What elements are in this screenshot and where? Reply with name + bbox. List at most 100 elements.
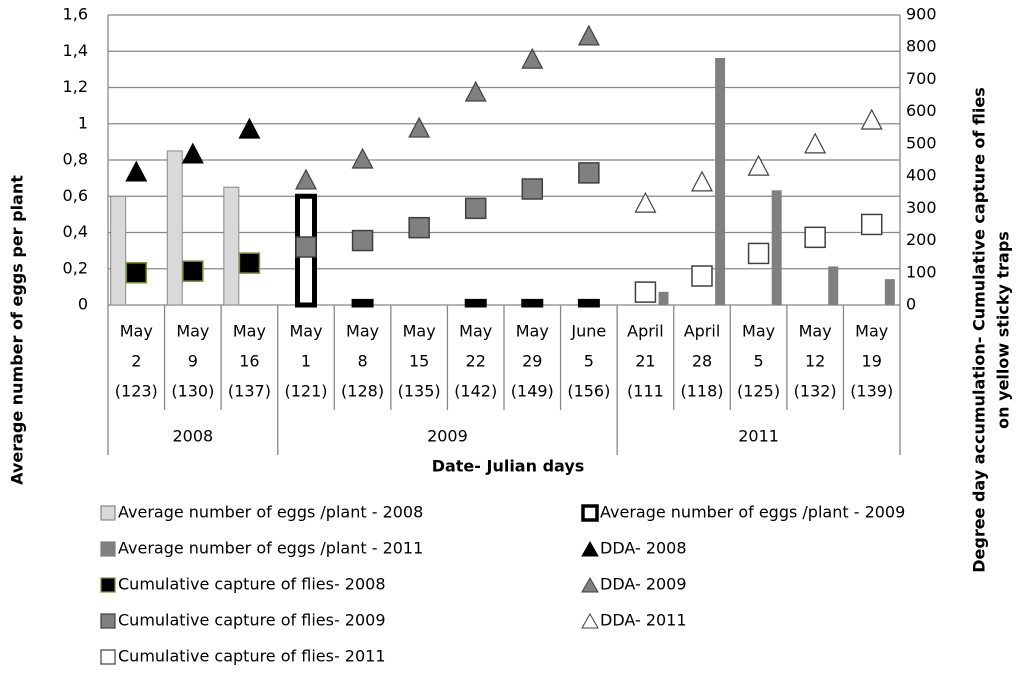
group-label: 2011	[738, 427, 779, 446]
legend-marker	[100, 577, 116, 593]
square-marker	[521, 178, 544, 200]
triangle-marker	[351, 147, 374, 169]
legend-label: Average number of eggs /plant - 2008	[118, 503, 423, 522]
y-tick-label: 1,4	[63, 41, 88, 60]
x-tick-label: May	[742, 322, 775, 341]
bar	[884, 279, 895, 306]
x-tick-label: May	[516, 322, 549, 341]
x-tick-label: April	[627, 322, 664, 341]
y-tick-label: 0	[78, 295, 88, 314]
x-tick-label: (135)	[398, 382, 441, 401]
x-tick-label: (156)	[567, 382, 610, 401]
y2-tick-label: 400	[906, 166, 937, 185]
triangle-marker	[860, 108, 883, 130]
x-tick-label: (118)	[680, 382, 723, 401]
y2-tick-label: 500	[906, 133, 937, 152]
x-tick-label: 8	[357, 352, 367, 371]
square-marker	[295, 236, 317, 258]
x-tick-label: 28	[692, 352, 712, 371]
square-marker	[464, 197, 487, 220]
x-tick-label: (130)	[171, 382, 214, 401]
y2-axis-title: Degree day accumulation- Cumulative capt…	[970, 87, 989, 573]
group-label: 2009	[427, 427, 468, 446]
legend-label: Average number of eggs /plant - 2011	[118, 539, 423, 558]
x-tick-label: (139)	[850, 382, 893, 401]
x-tick-label: May	[855, 322, 888, 341]
x-tick-label: 5	[584, 352, 594, 371]
square-marker	[182, 260, 204, 282]
y2-tick-label: 800	[906, 37, 937, 56]
triangle-marker	[295, 168, 317, 190]
triangle-marker	[577, 24, 600, 46]
x-tick-label: 19	[862, 352, 882, 371]
square-marker	[351, 229, 374, 252]
bar	[110, 195, 127, 306]
x-tick-label: 5	[753, 352, 763, 371]
x-tick-label: May	[176, 322, 209, 341]
x-tick-label: May	[233, 322, 266, 341]
legend-label: DDA- 2009	[600, 575, 687, 594]
y2-tick-label: 900	[906, 5, 937, 24]
triangle-marker	[238, 117, 261, 139]
x-tick-label: (142)	[454, 382, 497, 401]
x-tick-label: April	[684, 322, 721, 341]
triangle-marker	[634, 191, 657, 213]
legend-label: Cumulative capture of flies- 2009	[118, 611, 386, 630]
square-marker	[860, 213, 883, 236]
x-tick-label: 16	[239, 352, 259, 371]
square-marker	[578, 162, 600, 184]
y2-tick-label: 0	[906, 295, 916, 314]
x-tick-label: (121)	[284, 382, 327, 401]
legend-marker	[100, 541, 116, 557]
y-tick-label: 1,6	[63, 5, 88, 24]
y2-tick-label: 600	[906, 101, 937, 120]
bar	[658, 291, 669, 306]
triangle-marker	[521, 47, 544, 69]
legend-marker	[100, 613, 116, 629]
y-tick-label: 1	[78, 113, 88, 132]
triangle-marker	[408, 116, 431, 138]
legend-marker	[581, 504, 599, 522]
bar	[351, 298, 374, 308]
triangle-marker	[181, 142, 204, 164]
x-tick-label: (111	[627, 382, 664, 401]
square-marker	[634, 281, 657, 303]
legend-label: DDA- 2008	[600, 539, 687, 558]
x-axis-title: Date- Julian days	[432, 457, 585, 476]
x-tick-label: May	[120, 322, 153, 341]
x-tick-label: June	[570, 322, 606, 341]
x-tick-label: 29	[522, 352, 542, 371]
x-tick-label: (149)	[511, 382, 554, 401]
bar	[166, 150, 183, 306]
legend-marker	[581, 540, 599, 557]
y2-axis-title: on yellow sticky traps	[994, 231, 1013, 429]
x-tick-label: 9	[188, 352, 198, 371]
bar	[223, 186, 240, 306]
x-tick-label: (128)	[341, 382, 384, 401]
legend-marker	[100, 505, 116, 521]
x-tick-label: (132)	[794, 382, 837, 401]
x-tick-label: May	[799, 322, 832, 341]
bar	[715, 58, 726, 306]
legend-label: Average number of eggs /plant - 2009	[600, 503, 905, 522]
y-tick-label: 1,2	[63, 77, 88, 96]
x-tick-label: (137)	[228, 382, 271, 401]
legend-label: DDA- 2011	[600, 611, 687, 630]
square-marker	[238, 252, 261, 274]
x-tick-label: 21	[635, 352, 655, 371]
x-tick-label: (125)	[737, 382, 780, 401]
y-tick-label: 0,4	[63, 222, 88, 241]
legend-marker	[581, 612, 599, 629]
bar	[828, 266, 839, 306]
square-marker	[804, 226, 826, 249]
y-axis-title: Average number of eggs per plant	[8, 175, 27, 485]
triangle-marker	[125, 160, 148, 182]
y-tick-label: 0,6	[63, 186, 88, 205]
x-tick-label: 15	[409, 352, 429, 371]
legend-label: Cumulative capture of flies- 2011	[118, 647, 386, 666]
x-tick-label: May	[459, 322, 492, 341]
y2-tick-label: 700	[906, 69, 937, 88]
x-tick-label: 1	[301, 352, 311, 371]
bar	[771, 190, 782, 306]
